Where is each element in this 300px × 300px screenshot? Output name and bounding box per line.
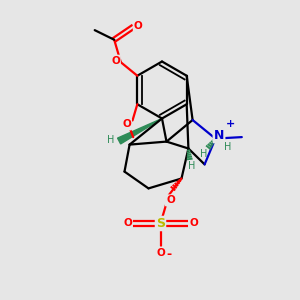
Text: O: O — [189, 218, 198, 229]
Text: O: O — [111, 56, 120, 66]
Polygon shape — [118, 118, 162, 144]
Text: O: O — [156, 248, 165, 258]
Text: O: O — [134, 21, 142, 31]
Text: +: + — [226, 118, 236, 129]
Text: H: H — [224, 142, 232, 152]
Text: H: H — [200, 149, 208, 159]
Text: O: O — [123, 218, 132, 229]
Text: H: H — [188, 161, 196, 171]
Text: S: S — [156, 217, 165, 230]
Text: H: H — [107, 135, 115, 145]
Text: O: O — [122, 119, 131, 129]
Text: O: O — [166, 195, 175, 206]
Text: N: N — [214, 129, 224, 142]
Text: -: - — [166, 248, 172, 261]
